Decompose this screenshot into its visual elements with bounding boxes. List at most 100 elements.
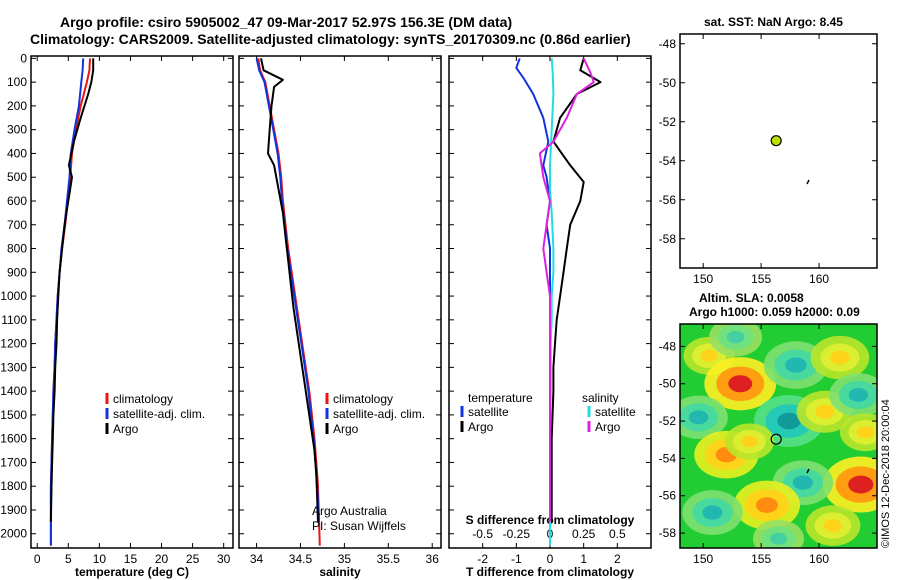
y-tick-label: -52 (659, 414, 677, 428)
legend-header-temperature: temperature (468, 391, 533, 405)
figure-title-line1: Argo profile: csiro 5905002_47 09-Mar-20… (60, 14, 512, 30)
y-tick-label: 100 (7, 75, 27, 89)
x-tick-label: 155 (751, 272, 771, 286)
salinity-panel: 34 34.5 35 35.5 36 salinity climatologysatelli… (238, 55, 442, 579)
sst-map-panel: 150 155 160 -48 -50 -52 -54 -56 -58 (659, 33, 878, 286)
heatmap-blob-peak (823, 519, 843, 533)
y-tick-label: 1000 (0, 289, 27, 303)
y-tick-label: 1600 (0, 432, 27, 446)
legend-label: climatology (333, 392, 393, 406)
y-tick-label: -50 (659, 76, 677, 90)
heatmap-blob-peak (815, 405, 835, 419)
legend-label: climatology (113, 392, 173, 406)
salinity-tick-label: 0.25 (572, 527, 596, 541)
y-tick-label: 700 (7, 218, 27, 232)
legend-label: satellite-adj. clim. (333, 407, 425, 421)
y-tick-label: -54 (659, 451, 677, 465)
heatmap-blob-peak (688, 410, 709, 425)
series-line-argo (260, 58, 319, 522)
track-segment (806, 179, 810, 185)
y-tick-label: 500 (7, 170, 27, 184)
y-tick-label: -54 (659, 154, 677, 168)
heatmap-blob-peak (726, 330, 745, 344)
plot-frame (238, 55, 442, 549)
sla-map-panel: 150 155 160 -48 -50 -52 -54 -56 -58 (659, 323, 878, 566)
salinity-tick-label: -0.25 (503, 527, 531, 541)
sla-map-title-line2: Argo h1000: 0.059 h2000: 0.09 (689, 305, 860, 319)
heatmap-blob-peak (848, 475, 874, 494)
legend-label: satellite-adj. clim. (113, 407, 205, 421)
map-background (680, 34, 877, 268)
y-tick-label: 1800 (0, 479, 27, 493)
heatmap-blob-peak (777, 412, 801, 430)
float-position-marker (770, 135, 782, 147)
y-tick-label: -56 (659, 193, 677, 207)
series-line-t-argo (550, 58, 602, 522)
plot-frame (30, 55, 234, 549)
figure-title-line2: Climatology: CARS2009. Satellite-adjuste… (30, 31, 631, 47)
x-tick-label: 35.5 (377, 552, 401, 566)
y-tick-label: 900 (7, 265, 27, 279)
legend-label: Argo (595, 420, 621, 434)
x-tick-label: 0 (547, 552, 554, 566)
y-tick-label: 2000 (0, 527, 27, 541)
x-axis-label: salinity (319, 565, 361, 579)
track-segment (806, 468, 810, 474)
legend-label: Argo (333, 422, 359, 436)
legend-header-salinity: salinity (582, 391, 619, 405)
x-tick-label: 10 (93, 552, 107, 566)
heatmap-cells (680, 324, 877, 548)
y-tick-label: -52 (659, 115, 677, 129)
x-tick-label: 1 (580, 552, 587, 566)
legend-label: Argo (113, 422, 139, 436)
heatmap-blob-peak (848, 387, 869, 402)
x-tick-label: 155 (751, 552, 771, 566)
y-tick-label: 1700 (0, 455, 27, 469)
x-tick-label: 15 (124, 552, 138, 566)
x-tick-label: 150 (693, 552, 713, 566)
x-tick-label: 150 (693, 272, 713, 286)
legend-label: Argo (468, 420, 494, 434)
x-tick-label: 5 (65, 552, 72, 566)
x-tick-label: -1 (511, 552, 522, 566)
x-tick-label: -2 (477, 552, 488, 566)
series-line-argo (49, 58, 95, 522)
sla-map-title-line1: Altim. SLA: 0.0058 (699, 291, 804, 305)
salinity-tick-label: -0.5 (472, 527, 493, 541)
credit-line: Argo Australia (312, 504, 387, 518)
x-tick-label: 35 (338, 552, 352, 566)
heatmap-blob-peak (728, 375, 753, 393)
heatmap-blob-peak (792, 475, 813, 490)
x-tick-label: 34 (250, 552, 264, 566)
y-tick-label: 300 (7, 123, 27, 137)
heatmap-blob-peak (702, 505, 723, 520)
temperature-panel: 0100200300400500600700800900100011001200… (0, 51, 234, 579)
map-frame (679, 33, 878, 269)
y-tick-label: 1100 (1, 313, 27, 327)
y-tick-label: 200 (7, 99, 27, 113)
y-tick-label: 1400 (0, 384, 27, 398)
x-axis-label: T difference from climatology (466, 565, 634, 579)
y-tick-label: 400 (7, 146, 27, 160)
y-tick-label: -50 (659, 377, 677, 391)
heatmap-blob-peak (830, 350, 850, 365)
heatmap-blob-peak (769, 532, 788, 545)
heatmap-blob-peak (755, 497, 778, 513)
y-tick-label: 1900 (0, 503, 27, 517)
y-tick-label: 1500 (0, 408, 27, 422)
sst-map-title: sat. SST: NaN Argo: 8.45 (704, 15, 843, 29)
map-frame (679, 323, 878, 549)
series-line-s-argo (538, 57, 595, 522)
x-tick-label: 25 (186, 552, 200, 566)
heatmap-blob-peak (856, 426, 874, 439)
y-tick-label: 800 (7, 242, 27, 256)
legend-label: satellite (595, 405, 636, 419)
y-tick-label: -58 (659, 526, 677, 540)
heatmap-blob-peak (741, 435, 758, 448)
imos-credit: ©IMOS 12-Dec-2018 20:00:04 (880, 399, 892, 548)
x-tick-label: 30 (217, 552, 231, 566)
float-position-marker (770, 433, 782, 445)
x-tick-label: 20 (155, 552, 169, 566)
y-tick-label: 0 (20, 51, 27, 65)
